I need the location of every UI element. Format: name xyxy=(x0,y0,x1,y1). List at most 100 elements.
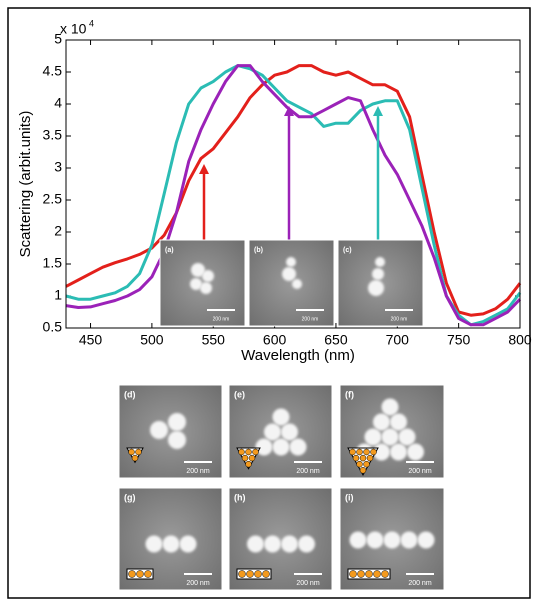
x-tick-label: 650 xyxy=(324,332,348,348)
particle xyxy=(168,413,186,431)
icon-dot xyxy=(366,454,374,462)
y-tick-label: 1 xyxy=(54,287,62,303)
particle xyxy=(264,535,281,553)
icon-dot xyxy=(359,467,367,474)
icon-dot xyxy=(136,570,144,578)
scale-bar-label: 200 nm xyxy=(391,316,408,322)
panel-label: (c) xyxy=(343,247,352,254)
panel-label: (i) xyxy=(345,492,354,502)
panel-label: (h) xyxy=(234,492,246,502)
icon-dot xyxy=(359,454,367,462)
x-tick-label: 450 xyxy=(79,332,103,348)
icon-dot xyxy=(131,454,139,462)
panel-label: (a) xyxy=(165,247,174,254)
icon-dot xyxy=(365,570,373,578)
icon-dot xyxy=(246,570,254,578)
y-tick-label: 4 xyxy=(54,95,62,111)
sem-image: (a) 200 nm xyxy=(159,239,246,327)
particle xyxy=(289,438,307,456)
y-tick-label: 2 xyxy=(54,223,62,239)
panel-label: (f) xyxy=(345,389,354,399)
icon-dot xyxy=(238,448,245,456)
sem-image: (c) 200 nm xyxy=(337,239,424,327)
arrow-head xyxy=(373,106,383,116)
y-scale-exponent: 4 xyxy=(89,18,94,28)
figure-frame xyxy=(7,7,531,599)
y-tick-label: 0.5 xyxy=(43,319,63,335)
icon-triangle xyxy=(347,447,379,477)
icon-dot xyxy=(245,460,252,468)
particle xyxy=(264,423,281,441)
scale-bar-label: 200 nm xyxy=(302,316,319,322)
x-tick-label: 750 xyxy=(447,332,471,348)
icon-dot xyxy=(248,454,256,462)
icon-dot xyxy=(349,448,356,456)
particle xyxy=(368,280,384,296)
particle xyxy=(417,531,435,549)
icon-dot xyxy=(356,448,363,456)
y-scale-note: x 10 xyxy=(60,21,87,37)
sem-image: (f) 200 nm xyxy=(339,384,445,479)
particle xyxy=(349,531,367,549)
particle xyxy=(364,428,382,446)
scale-bar-label: 200 nm xyxy=(296,580,320,587)
particle xyxy=(407,443,424,461)
particle xyxy=(247,535,264,553)
particle xyxy=(191,263,205,277)
particle xyxy=(381,428,399,446)
icon-dot xyxy=(252,448,259,456)
panel-label: (b) xyxy=(254,247,263,254)
y-tick-label: 1.5 xyxy=(43,255,63,271)
particle xyxy=(281,423,298,441)
icon-dot xyxy=(363,448,370,456)
particle xyxy=(281,535,298,553)
icon-dot xyxy=(373,570,381,578)
scale-bar-label: 200 nm xyxy=(296,468,320,475)
particle xyxy=(390,413,407,431)
arrow-head xyxy=(199,164,209,174)
scale-bar-label: 200 nm xyxy=(213,316,230,322)
particle xyxy=(162,535,180,553)
particle xyxy=(366,531,384,549)
particle xyxy=(292,279,302,289)
panel-label: (e) xyxy=(234,389,245,399)
icon-dot xyxy=(128,448,135,456)
icon-dot xyxy=(135,448,142,456)
icon-dot xyxy=(356,460,363,468)
sem-image: (g) 200 nm xyxy=(118,487,223,591)
icon-dot xyxy=(262,570,270,578)
icon-dot xyxy=(128,570,136,578)
x-tick-label: 800 xyxy=(508,332,532,348)
icon-dot xyxy=(357,570,365,578)
y-tick-label: 5 xyxy=(54,31,62,47)
particle xyxy=(190,278,202,290)
icon-dot xyxy=(381,570,389,578)
scale-bar-label: 200 nm xyxy=(408,580,432,587)
particle xyxy=(272,438,290,456)
particle xyxy=(255,438,273,456)
sem-image: (i) 200 nm xyxy=(339,487,445,591)
arrow-head xyxy=(284,106,294,116)
particle xyxy=(272,408,290,426)
scale-bar-label: 200 nm xyxy=(186,468,210,475)
particle xyxy=(398,428,416,446)
particle xyxy=(372,268,384,280)
y-tick-label: 3.5 xyxy=(43,127,63,143)
x-tick-label: 700 xyxy=(386,332,410,348)
particle xyxy=(381,398,399,416)
plot-frame xyxy=(65,39,521,329)
icon-dot xyxy=(238,570,246,578)
particle xyxy=(150,421,168,439)
y-tick-label: 2.5 xyxy=(43,191,63,207)
y-axis-label: Scattering (arbit.units) xyxy=(17,111,34,258)
particle xyxy=(200,282,212,294)
particle xyxy=(400,531,418,549)
x-tick-label: 550 xyxy=(202,332,226,348)
particle xyxy=(179,535,197,553)
particle xyxy=(375,257,385,267)
series-line xyxy=(65,64,522,327)
icon-dot xyxy=(241,454,249,462)
sem-image: (d) 200 nm xyxy=(118,384,223,479)
series-line xyxy=(65,64,522,317)
